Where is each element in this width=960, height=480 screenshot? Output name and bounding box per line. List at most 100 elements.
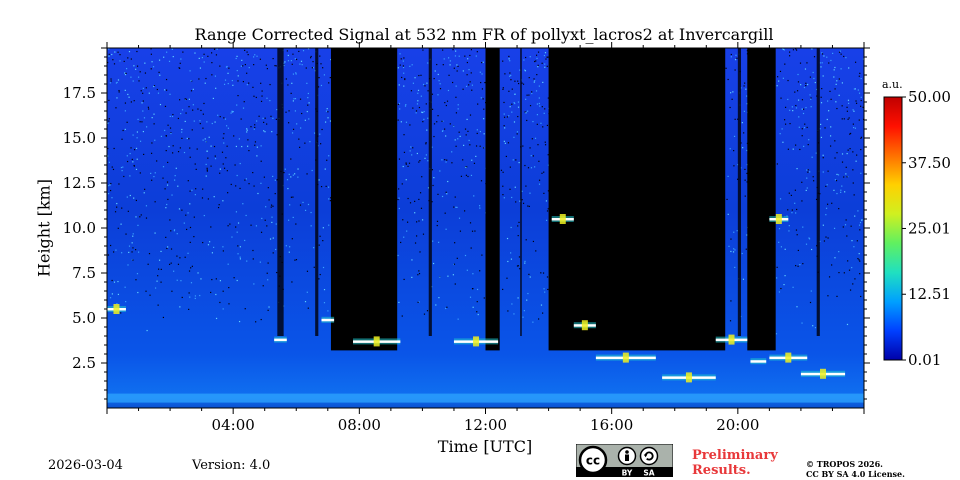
- noise-speckle: [780, 287, 782, 290]
- noise-speckle: [206, 170, 208, 172]
- noise-speckle: [861, 219, 863, 221]
- noise-speckle: [854, 61, 857, 63]
- noise-speckle: [150, 53, 152, 55]
- noise-speckle: [801, 181, 803, 183]
- noise-speckle: [416, 221, 418, 223]
- plot-area: [107, 48, 864, 408]
- noise-speckle: [169, 127, 172, 129]
- noise-speckle: [820, 136, 823, 139]
- noise-speckle: [415, 110, 418, 112]
- noise-speckle: [546, 276, 549, 278]
- noise-speckle: [144, 188, 146, 190]
- noise-speckle: [126, 160, 129, 163]
- noise-speckle: [810, 248, 813, 251]
- noise-speckle: [216, 48, 218, 50]
- no-data-streak: [737, 48, 741, 336]
- noise-speckle: [480, 97, 482, 99]
- noise-speckle: [783, 283, 785, 286]
- noise-speckle: [117, 280, 119, 283]
- noise-speckle: [211, 278, 213, 281]
- noise-speckle: [287, 187, 289, 190]
- noise-speckle: [535, 90, 538, 92]
- noise-speckle: [464, 128, 467, 130]
- noise-speckle: [196, 148, 198, 150]
- noise-speckle: [311, 67, 313, 69]
- noise-speckle: [162, 177, 164, 179]
- noise-speckle: [110, 80, 112, 82]
- noise-speckle: [459, 135, 461, 137]
- noise-speckle: [206, 150, 208, 152]
- noise-speckle: [517, 115, 519, 118]
- noise-speckle: [404, 78, 406, 80]
- noise-speckle: [144, 72, 147, 74]
- noise-speckle: [834, 88, 836, 90]
- noise-speckle: [527, 205, 529, 207]
- noise-speckle: [809, 301, 812, 304]
- noise-speckle: [132, 247, 134, 249]
- no-data-streak: [277, 48, 284, 336]
- noise-speckle: [822, 75, 824, 77]
- noise-speckle: [115, 82, 118, 84]
- noise-speckle: [153, 123, 155, 125]
- noise-speckle: [135, 68, 137, 70]
- noise-speckle: [114, 211, 117, 213]
- noise-speckle: [183, 222, 185, 224]
- noise-speckle: [301, 112, 303, 115]
- noise-speckle: [802, 226, 804, 228]
- noise-speckle: [191, 80, 193, 82]
- noise-speckle: [517, 234, 519, 237]
- noise-speckle: [133, 197, 135, 199]
- noise-speckle: [545, 219, 548, 221]
- no-data-streak: [520, 48, 522, 336]
- noise-speckle: [194, 297, 196, 300]
- noise-speckle: [852, 169, 854, 171]
- noise-speckle: [838, 208, 840, 210]
- noise-speckle: [111, 197, 113, 199]
- noise-speckle: [536, 114, 539, 116]
- noise-speckle: [235, 145, 237, 148]
- noise-speckle: [826, 56, 828, 58]
- noise-speckle: [187, 252, 189, 254]
- cloud-features: [107, 214, 846, 383]
- noise-speckle: [306, 110, 308, 113]
- noise-speckle: [310, 225, 312, 227]
- noise-speckle: [181, 137, 183, 139]
- noise-speckle: [829, 135, 832, 137]
- noise-speckle: [244, 179, 246, 181]
- noise-speckle: [148, 92, 150, 94]
- noise-speckle: [297, 176, 299, 178]
- noise-speckle: [111, 279, 113, 282]
- noise-speckle: [453, 263, 456, 265]
- noise-speckle: [418, 220, 420, 222]
- noise-speckle: [730, 300, 732, 302]
- noise-speckle: [211, 62, 213, 64]
- noise-speckle: [546, 65, 548, 67]
- noise-speckle: [526, 119, 528, 122]
- noise-speckle: [286, 179, 289, 181]
- noise-speckle: [264, 117, 266, 119]
- noise-speckle: [307, 92, 309, 95]
- noise-speckle: [194, 194, 196, 196]
- noise-speckle: [131, 158, 133, 161]
- noise-speckle: [145, 217, 148, 219]
- noise-speckle: [153, 113, 155, 115]
- noise-speckle: [423, 118, 425, 120]
- noise-speckle: [291, 132, 294, 134]
- noise-speckle: [409, 150, 411, 152]
- noise-speckle: [418, 301, 420, 303]
- noise-speckle: [244, 49, 246, 51]
- noise-speckle: [481, 254, 483, 256]
- noise-speckle: [535, 250, 537, 252]
- noise-speckle: [401, 315, 403, 317]
- noise-speckle: [406, 230, 408, 232]
- noise-speckle: [788, 230, 790, 232]
- noise-speckle: [270, 206, 272, 208]
- noise-speckle: [203, 102, 205, 105]
- noise-speckle: [425, 103, 427, 105]
- noise-speckle: [176, 279, 178, 281]
- noise-speckle: [437, 94, 439, 96]
- noise-speckle: [177, 117, 179, 120]
- noise-speckle: [137, 251, 140, 253]
- noise-speckle: [399, 108, 401, 110]
- noise-speckle: [275, 65, 277, 67]
